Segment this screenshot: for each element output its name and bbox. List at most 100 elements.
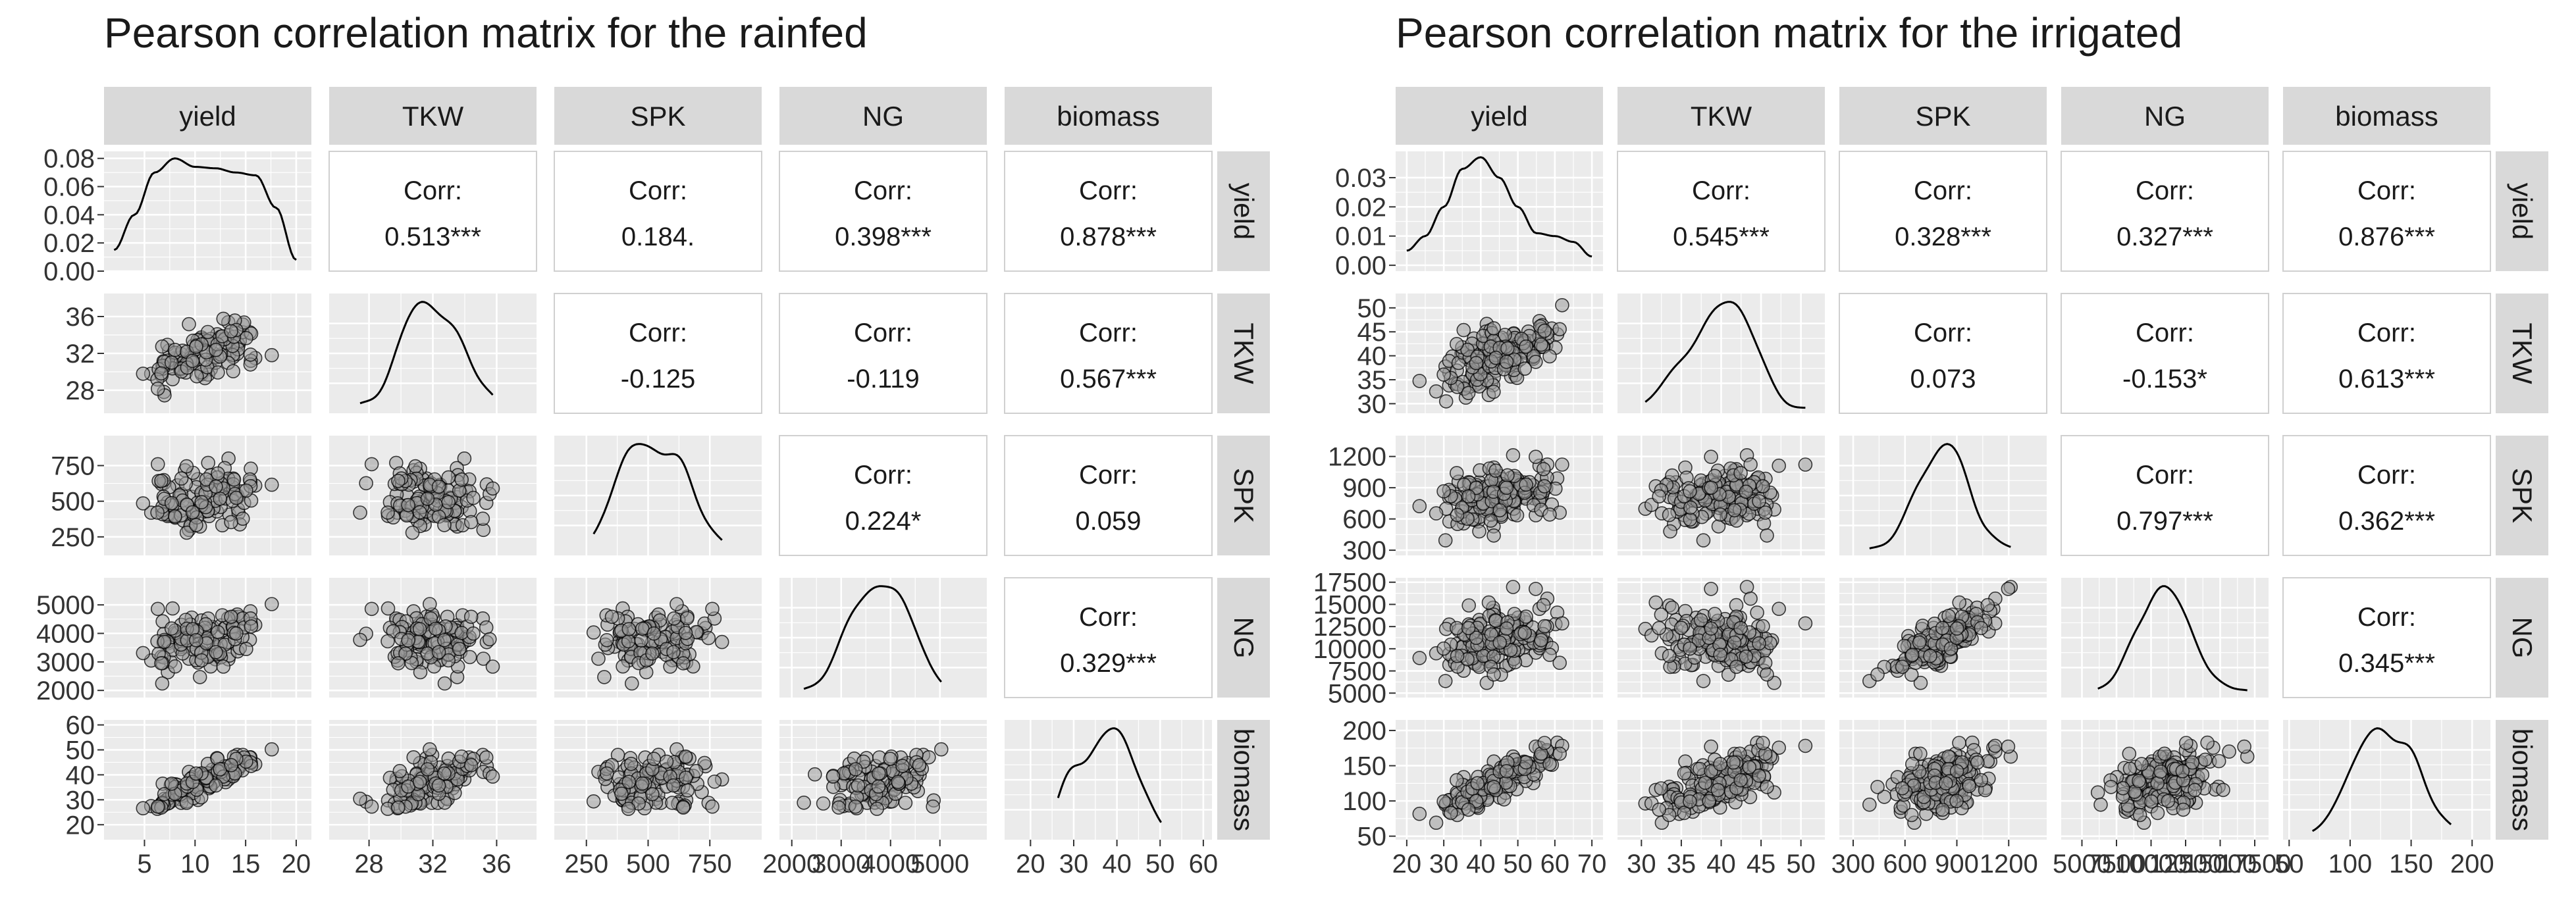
y-tick-label: 3000 xyxy=(36,648,95,677)
scatter-point xyxy=(2093,798,2108,812)
scatter-point xyxy=(462,650,477,665)
scatter-point xyxy=(848,800,863,814)
scatter-point xyxy=(364,799,379,814)
scatter-point xyxy=(154,473,169,488)
scatter-point xyxy=(194,653,209,668)
scatter-points xyxy=(1862,735,2018,830)
row-strip-label-yield: yield xyxy=(2507,183,2538,240)
x-tick-label: 17500 xyxy=(2218,850,2291,879)
scatter-point xyxy=(2153,764,2168,779)
scatter-point xyxy=(2216,782,2230,798)
scatter-point xyxy=(224,757,238,773)
row-strip xyxy=(1217,436,1270,555)
scatter-point xyxy=(224,609,238,625)
scatter-point xyxy=(2161,794,2176,808)
y-tick-label: 2000 xyxy=(36,676,95,705)
scatter-point xyxy=(1519,477,1533,492)
row-strip xyxy=(2496,151,2548,271)
scatter-point xyxy=(1949,621,1964,636)
scatter-point xyxy=(1461,802,1476,817)
scatter-point xyxy=(1877,790,1892,804)
scatter-point xyxy=(1510,508,1525,523)
scatter-point xyxy=(1912,635,1927,650)
scatter-point xyxy=(1756,736,1770,750)
y-tick-label: 10000 xyxy=(1313,635,1386,664)
scatter-point xyxy=(1713,648,1727,662)
y-tick-label: 0.08 xyxy=(43,145,95,174)
scatter-points xyxy=(1412,297,1569,409)
y-tick-label: 36 xyxy=(66,303,95,332)
x-tick-label: 40 xyxy=(1706,850,1736,879)
y-tick-label: 4000 xyxy=(36,620,95,649)
row-strip xyxy=(1217,151,1270,271)
scatter-point xyxy=(1517,625,1532,640)
correlation-panel xyxy=(1839,293,2047,414)
scatter-point xyxy=(359,476,373,491)
scatter-point xyxy=(454,625,469,640)
scatter-point xyxy=(151,381,165,396)
scatter-point xyxy=(264,477,279,492)
correlation-panel xyxy=(554,293,762,414)
scatter-point xyxy=(1943,641,1958,656)
corr-value: 0.545*** xyxy=(1673,222,1770,251)
scatter-point xyxy=(182,317,196,332)
row-strip-label-biomass: biomass xyxy=(2507,728,2538,831)
scatter-point xyxy=(1450,336,1464,351)
scatter-point xyxy=(1519,339,1533,354)
scatter-point xyxy=(1772,601,1786,617)
scatter-point xyxy=(1704,621,1718,636)
scatter-point xyxy=(164,496,179,511)
corr-value: 0.398*** xyxy=(835,222,932,251)
scatter-point xyxy=(2176,802,2191,817)
scatter-point xyxy=(264,742,279,757)
scatter-point xyxy=(1648,595,1663,610)
scatter-point xyxy=(1492,503,1507,518)
corr-label: Corr: xyxy=(1079,461,1138,490)
column-strip-label-biomass: biomass xyxy=(2335,101,2438,132)
scatter-point xyxy=(1798,457,1813,472)
scatter-point xyxy=(1772,740,1786,755)
scatter-point xyxy=(1733,466,1748,480)
scatter-point xyxy=(597,670,612,684)
scatter-point xyxy=(452,642,467,657)
scatter-point xyxy=(1739,649,1754,664)
y-tick-label: 28 xyxy=(66,376,95,405)
scatter-point xyxy=(189,340,203,354)
y-tick-label: 60 xyxy=(66,711,95,740)
irrigated-matrix: yield TKW SPK NG biomass yield TKW SPK NG biomass… xyxy=(1313,87,2548,879)
scatter-point xyxy=(1733,773,1748,788)
scatter-point xyxy=(1412,651,1427,665)
scatter-points xyxy=(1638,447,1813,548)
corr-label: Corr: xyxy=(854,461,912,490)
scatter-point xyxy=(209,778,223,793)
corr-label: Corr: xyxy=(2357,319,2416,347)
y-tick-label: 200 xyxy=(1342,717,1386,746)
y-tick-label: 5000 xyxy=(36,591,95,620)
corr-label: Corr: xyxy=(854,319,912,347)
y-tick-label: 900 xyxy=(1342,474,1386,503)
scatter-point xyxy=(406,750,421,765)
column-strip-label-biomass: biomass xyxy=(1057,101,1159,132)
scatter-point xyxy=(165,601,180,616)
scatter-point xyxy=(155,676,170,691)
scatter-point xyxy=(1760,528,1774,543)
column-strip xyxy=(2283,87,2490,145)
scatter-point xyxy=(1537,736,1552,750)
corr-label: Corr: xyxy=(404,176,462,205)
irrigated-title: Pearson correlation matrix for the irrig… xyxy=(1396,9,2182,57)
x-tick-label: 40 xyxy=(1466,850,1496,879)
scatter-point xyxy=(2211,753,2226,769)
scatter-point xyxy=(167,342,182,357)
row-strip xyxy=(2496,293,2548,413)
scatter-point xyxy=(1436,641,1451,656)
scatter-point xyxy=(1542,349,1557,364)
scatter-point xyxy=(485,481,500,496)
x-tick-label: 900 xyxy=(1935,850,1979,879)
scatter-point xyxy=(1798,738,1813,753)
scatter-point xyxy=(1696,533,1711,548)
y-tick-label: 35 xyxy=(1357,366,1387,395)
density-line-biomass xyxy=(1057,727,1162,823)
corr-value: 0.184. xyxy=(621,222,695,251)
scatter-point xyxy=(826,769,841,784)
x-tick-label: 4000 xyxy=(861,850,920,879)
